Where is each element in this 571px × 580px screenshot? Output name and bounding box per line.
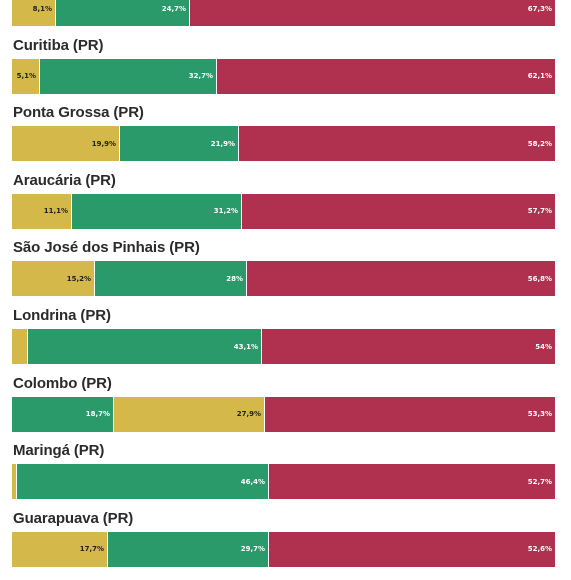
data-label: 17,7% bbox=[79, 545, 104, 554]
bar-segment-yellow: 27,9% bbox=[114, 396, 265, 432]
stacked-bar: 17,7% 29,7% 52,6% bbox=[12, 531, 555, 567]
bar-segment-red: 62,1% bbox=[217, 58, 555, 94]
bar-segment-red: 67,3% bbox=[190, 0, 555, 26]
stacked-bar: 5,1% 32,7% 62,1% bbox=[12, 58, 555, 94]
data-label: 18,7% bbox=[85, 410, 110, 419]
data-label: 31,2% bbox=[213, 207, 238, 216]
bar-segment-yellow: 19,9% bbox=[12, 126, 120, 162]
data-label: 21,9% bbox=[210, 139, 235, 148]
bar-segment-yellow: 5,1% bbox=[12, 58, 40, 94]
bar-segment-green: 32,7% bbox=[40, 58, 217, 94]
data-label: 28% bbox=[226, 274, 243, 283]
bar-segment-yellow bbox=[12, 329, 28, 364]
data-label: 8,1% bbox=[32, 4, 52, 13]
bar-segment-red: 56,8% bbox=[247, 261, 555, 297]
bar-segment-green: 29,7% bbox=[108, 531, 269, 567]
row-title: Maringá (PR) bbox=[13, 442, 105, 460]
bar-segment-green: 31,2% bbox=[72, 193, 242, 229]
row-title: Ponta Grossa (PR) bbox=[13, 104, 144, 122]
data-label: 5,1% bbox=[16, 72, 36, 81]
bar-segment-red: 53,3% bbox=[265, 396, 555, 432]
data-label: 46,4% bbox=[240, 477, 265, 486]
data-label: 11,1% bbox=[43, 207, 68, 216]
data-label: 32,7% bbox=[188, 72, 213, 81]
bar-segment-red: 57,7% bbox=[242, 193, 555, 229]
stacked-bar: 15,2% 28% 56,8% bbox=[12, 261, 555, 297]
stacked-bar: 43,1% 54% bbox=[12, 329, 555, 364]
data-label: 29,7% bbox=[240, 545, 265, 554]
data-label: 27,9% bbox=[236, 410, 261, 419]
row-title: São José dos Pinhais (PR) bbox=[13, 239, 200, 257]
data-label: 62,1% bbox=[527, 72, 552, 81]
data-label: 67,3% bbox=[527, 4, 552, 13]
row-title: Londrina (PR) bbox=[13, 307, 111, 324]
bar-segment-green: 18,7% bbox=[12, 396, 114, 432]
row-title: Guarapuava (PR) bbox=[13, 509, 134, 527]
data-label: 52,6% bbox=[527, 545, 552, 554]
bar-segment-red: 52,6% bbox=[269, 531, 555, 567]
bar-segment-green: 21,9% bbox=[120, 126, 239, 162]
row-title: Araucária (PR) bbox=[13, 171, 116, 189]
data-label: 58,2% bbox=[527, 139, 552, 148]
row-title: Colombo (PR) bbox=[13, 374, 112, 392]
bar-segment-yellow: 8,1% bbox=[12, 0, 56, 26]
data-label: 43,1% bbox=[233, 342, 258, 351]
data-label: 54% bbox=[535, 342, 552, 351]
bar-segment-green: 24,7% bbox=[56, 0, 190, 26]
data-label: 24,7% bbox=[161, 4, 186, 13]
data-label: 19,9% bbox=[91, 139, 116, 148]
bar-segment-red: 58,2% bbox=[239, 126, 555, 162]
bar-segment-yellow bbox=[12, 464, 17, 500]
data-label: 52,7% bbox=[527, 477, 552, 486]
bar-segment-green: 43,1% bbox=[28, 329, 262, 364]
stacked-bar: 18,7% 27,9% 53,3% bbox=[12, 396, 555, 432]
stacked-bar: 8,1% 24,7% 67,3% bbox=[12, 0, 555, 26]
bar-segment-green: 46,4% bbox=[17, 464, 269, 500]
stacked-bar: 46,4% 52,7% bbox=[12, 464, 555, 500]
bar-segment-yellow: 15,2% bbox=[12, 261, 95, 297]
data-label: 15,2% bbox=[66, 274, 91, 283]
stacked-bar: 19,9% 21,9% 58,2% bbox=[12, 126, 555, 162]
bar-segment-yellow: 11,1% bbox=[12, 193, 72, 229]
bar-segment-yellow: 17,7% bbox=[12, 531, 108, 567]
bar-segment-red: 54% bbox=[262, 329, 555, 364]
stacked-bar: 11,1% 31,2% 57,7% bbox=[12, 193, 555, 229]
data-label: 53,3% bbox=[527, 410, 552, 419]
row-title: Curitiba (PR) bbox=[13, 36, 104, 54]
bar-segment-green: 28% bbox=[95, 261, 247, 297]
bar-segment-red: 52,7% bbox=[269, 464, 555, 500]
data-label: 56,8% bbox=[527, 274, 552, 283]
data-label: 57,7% bbox=[527, 207, 552, 216]
